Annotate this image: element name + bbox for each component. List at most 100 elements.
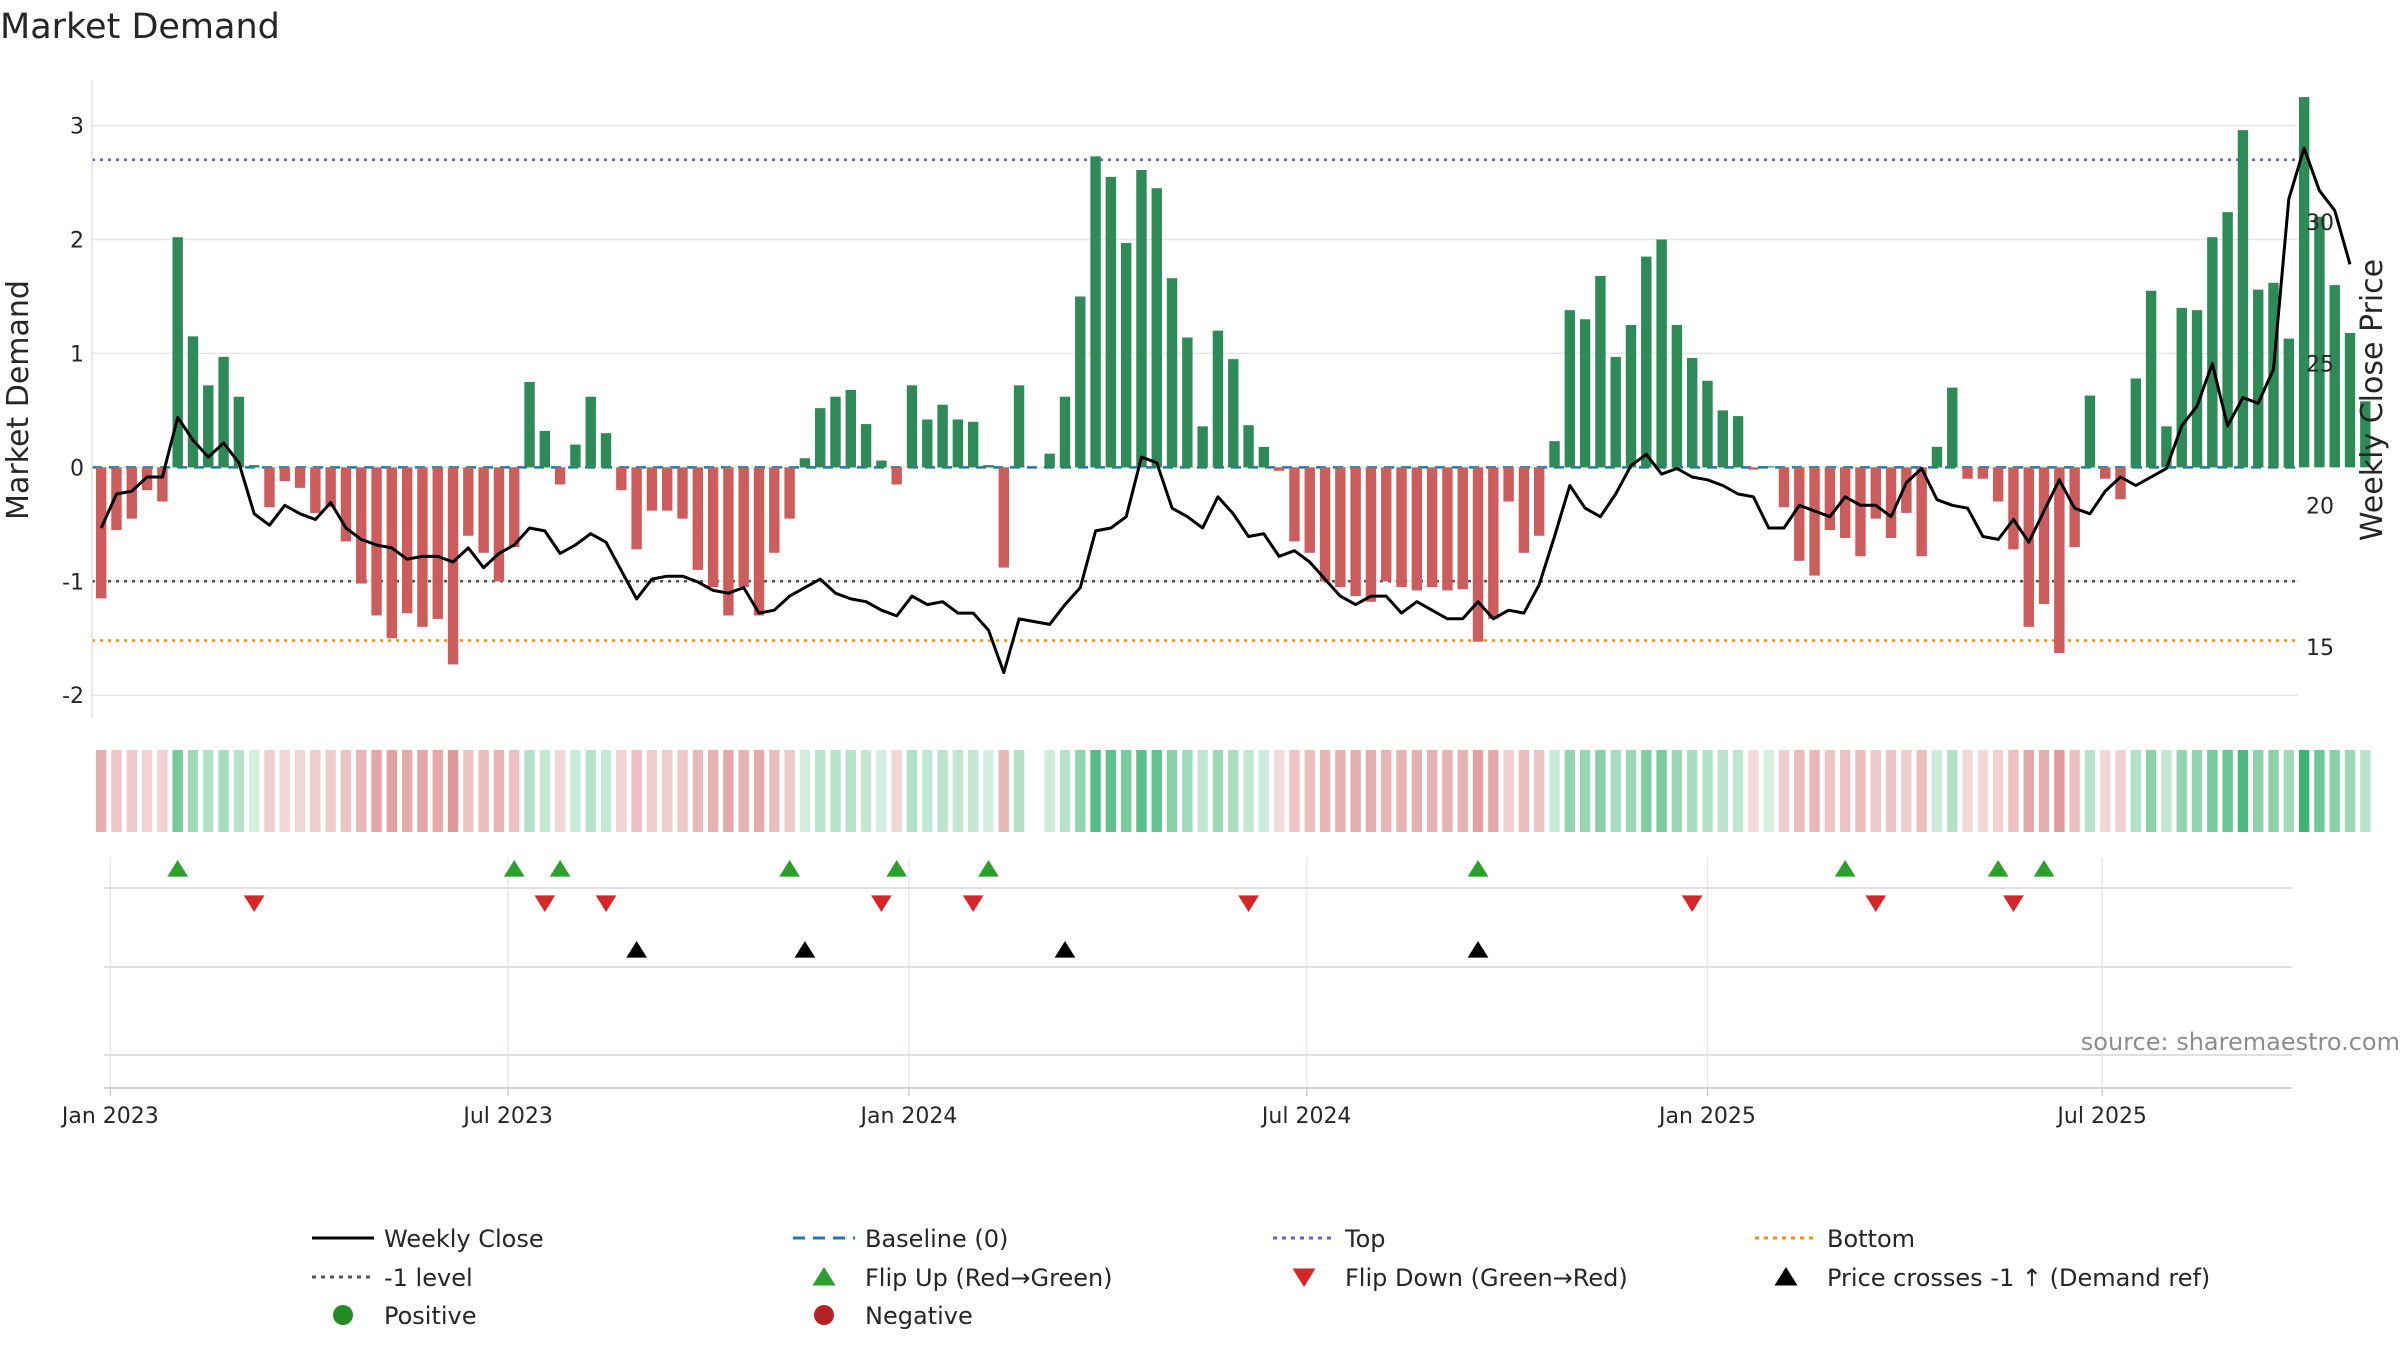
y-tick-right: 25 [2306, 353, 2334, 378]
heat-cell [570, 750, 581, 832]
demand-bar [1656, 239, 1667, 468]
heat-cell [493, 750, 505, 832]
legend-label: -1 level [384, 1264, 473, 1292]
heat-cell [1120, 750, 1132, 832]
legend: Weekly Close Baseline (0) Top Bottom -1 leve… [312, 1225, 2210, 1330]
demand-bar [753, 467, 765, 616]
heat-cell [1916, 750, 1927, 832]
price-cross-marker [626, 941, 647, 958]
demand-bar [1273, 467, 1285, 471]
demand-bar [922, 419, 933, 468]
demand-bar [417, 467, 428, 627]
heat-cell [753, 750, 765, 832]
heat-cell [1258, 750, 1270, 832]
demand-bar [1564, 310, 1576, 468]
demand-bar [1732, 416, 1744, 468]
demand-bar [1457, 467, 1468, 590]
demand-bar [1641, 256, 1652, 468]
heat-cell [616, 750, 627, 832]
heat-cell [2298, 750, 2310, 832]
heat-cell [769, 750, 780, 832]
demand-bar [2054, 467, 2065, 654]
demand-bar [570, 444, 581, 468]
demand-bar [356, 467, 367, 584]
demand-bar [2298, 97, 2310, 468]
event-markers [167, 860, 2055, 958]
heat-cell [1839, 750, 1851, 832]
demand-bar [2008, 467, 2019, 550]
heat-cell [463, 750, 474, 832]
heat-cell [2344, 750, 2356, 832]
demand-bar [1962, 467, 1973, 479]
heat-cell [1549, 750, 1560, 832]
heat-cell [2161, 750, 2172, 832]
heat-cell [340, 750, 352, 832]
demand-bar [1136, 170, 1147, 468]
heat-cell [1595, 750, 1606, 832]
flip-down-marker [2003, 895, 2024, 912]
date-tick-label: Jan 2024 [858, 1104, 957, 1129]
heat-cell [1197, 750, 1208, 832]
demand-bar [2253, 289, 2264, 468]
heat-cell [1151, 750, 1162, 832]
y-tick-left: 0 [70, 456, 84, 481]
y-tick-left: 1 [70, 342, 84, 367]
demand-bar [478, 467, 489, 553]
y-tick-right: 20 [2306, 494, 2334, 519]
demand-bar [248, 465, 260, 468]
heat-cell [279, 750, 290, 832]
legend-item: Bottom [1755, 1225, 1915, 1253]
heat-cell [2268, 750, 2279, 832]
demand-bar [1166, 278, 1178, 468]
heat-cell [1534, 750, 1545, 832]
heat-cell [386, 750, 398, 832]
heat-cell [310, 750, 321, 832]
heat-cell [1457, 750, 1468, 832]
legend-item: Price crosses -1 ↑ (Demand ref) [1774, 1264, 2210, 1292]
demand-bar [509, 467, 520, 548]
heat-cell [983, 750, 994, 832]
demand-bar [1671, 324, 1683, 468]
heat-cell [1228, 750, 1239, 832]
price-cross-marker [794, 941, 816, 958]
demand-bar [524, 381, 535, 468]
demand-bar [600, 433, 612, 468]
heat-cell [1059, 750, 1071, 832]
grid-layer [92, 124, 2298, 1089]
flip-up-marker [167, 860, 189, 877]
date-tick-label: Jul 2025 [2055, 1104, 2147, 1129]
demand-bar [2344, 332, 2356, 468]
y-tick-left: 3 [70, 115, 84, 140]
heat-cell [723, 750, 734, 832]
demand-bar [1610, 356, 1621, 468]
heat-cell [906, 750, 918, 832]
y-tick-right: 15 [2306, 636, 2334, 661]
demand-bar [187, 336, 199, 468]
demand-bar [2161, 426, 2172, 468]
heat-cell [1809, 750, 1820, 832]
demand-bar [1350, 467, 1361, 597]
demand-bar [2084, 395, 2096, 468]
legend-label: Positive [384, 1302, 477, 1330]
heat-cell [1579, 750, 1591, 832]
demand-bar [463, 467, 474, 536]
demand-bar [539, 430, 551, 468]
demand-bar [1304, 467, 1315, 553]
heat-cell [1105, 750, 1117, 832]
y-axis-label-right: Weekly Close Price [2355, 259, 2390, 541]
demand-bar [1488, 467, 1499, 619]
chart-title: Market Demand [0, 7, 280, 47]
demand-bar [432, 467, 443, 619]
heat-cell [141, 750, 153, 832]
demand-bar [1824, 467, 1836, 531]
heat-cell [1350, 750, 1361, 832]
demand-bar [1411, 467, 1423, 591]
heat-cell [1870, 750, 1881, 832]
heat-cell [1748, 750, 1759, 832]
demand-bar [1013, 385, 1025, 468]
demand-bar [1182, 337, 1193, 468]
demand-bar [386, 467, 398, 639]
demand-bar [1090, 156, 1101, 468]
heat-cell [1442, 750, 1453, 832]
heat-cell [998, 750, 1009, 832]
